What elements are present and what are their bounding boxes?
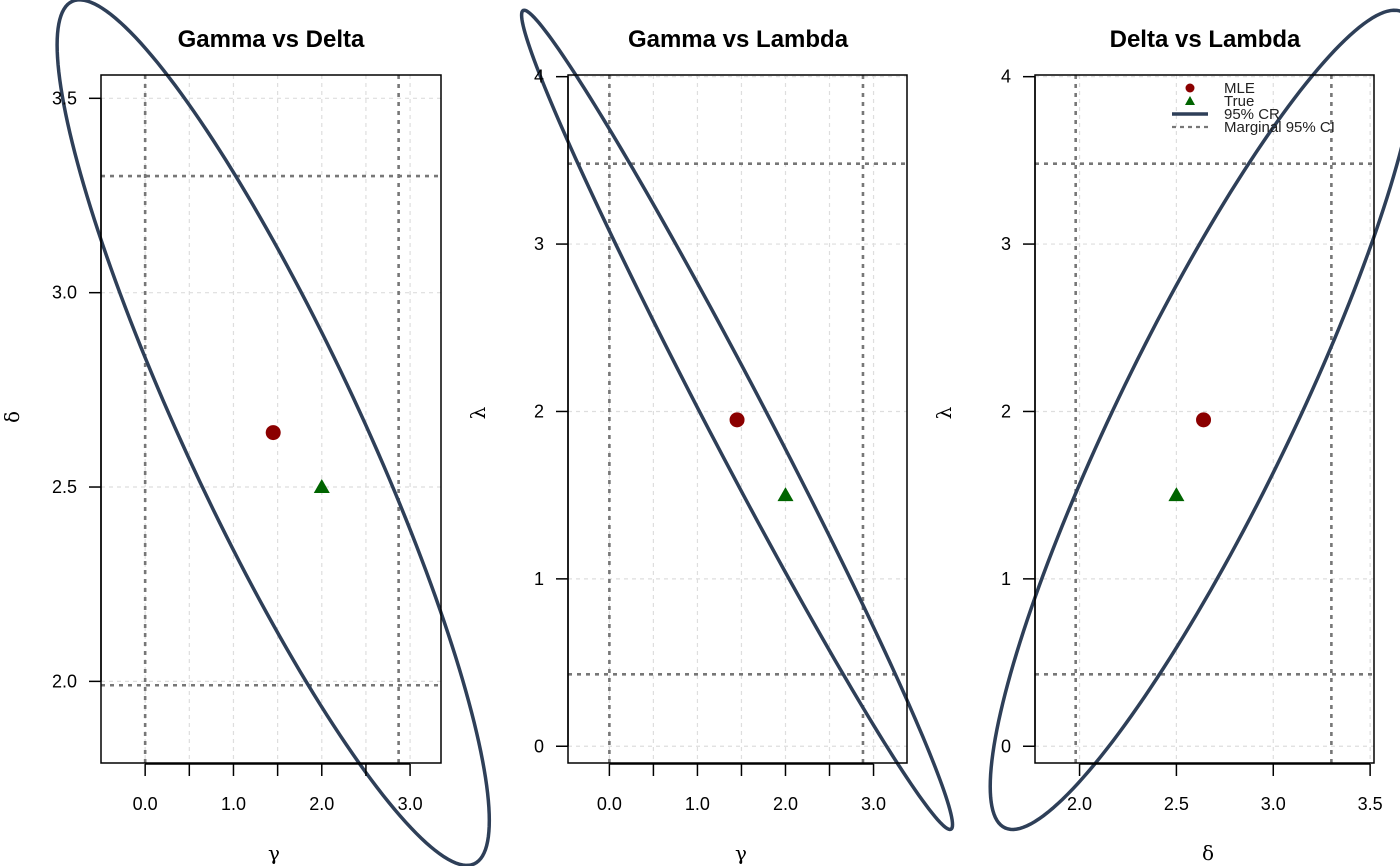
y-tick-label: 0 — [1001, 736, 1011, 756]
x-tick-label: 2.5 — [1164, 794, 1189, 814]
y-axis-label: λ — [932, 406, 956, 419]
x-axis-label: γ — [268, 841, 280, 865]
x-tick-label: 3.0 — [398, 794, 423, 814]
true-point — [313, 479, 330, 494]
mle-point — [729, 412, 745, 428]
panel-gamma-vs-lambda: Gamma vs Lambda γ λ 0.0 1.0 2.0 3.0 0 1 2 3 4 — [466, 8, 955, 865]
panel-title: Gamma vs Lambda — [628, 26, 849, 53]
x-tick-label: 0.0 — [597, 794, 622, 814]
legend-label: True — [1224, 93, 1254, 110]
confidence-region-95 — [519, 8, 955, 832]
x-axis-label: γ — [735, 841, 747, 865]
true-point — [1168, 487, 1185, 502]
panel-delta-vs-lambda: Delta vs Lambda δ λ 2.0 2.5 3.0 3.5 0 1 2 3 4 — [932, 8, 1400, 865]
y-axis-label: δ — [0, 411, 24, 423]
y-tick-label: 2.0 — [52, 671, 77, 691]
y-tick-label: 1 — [1001, 569, 1011, 589]
true-point — [777, 487, 794, 502]
x-tick-label: 1.0 — [221, 794, 246, 814]
x-tick-label: 2.0 — [1067, 794, 1092, 814]
legend-label: Marginal 95% CI — [1224, 119, 1335, 136]
x-tick-label: 3.0 — [861, 794, 886, 814]
mle-point — [1196, 412, 1212, 428]
x-tick-label: 2.0 — [309, 794, 334, 814]
x-tick-label: 3.0 — [1261, 794, 1286, 814]
y-tick-label: 1 — [534, 569, 544, 589]
panel-title: Delta vs Lambda — [1110, 26, 1301, 53]
panel-gamma-vs-delta: Gamma vs Delta γ δ 0.0 1.0 2.0 3.0 2.0 2.5 3.0… — [0, 0, 492, 866]
legend-label: MLE — [1224, 80, 1255, 97]
y-tick-label: 2 — [1001, 401, 1011, 421]
y-tick-label: 3.0 — [52, 283, 77, 303]
y-tick-label: 2 — [534, 401, 544, 421]
panel-title: Gamma vs Delta — [178, 26, 365, 53]
legend-true-symbol — [1185, 96, 1195, 105]
x-tick-label: 2.0 — [773, 794, 798, 814]
y-tick-label: 4 — [1001, 67, 1011, 87]
y-tick-label: 3 — [1001, 234, 1011, 254]
x-axis-label: δ — [1202, 841, 1214, 865]
legend-mle-symbol — [1185, 83, 1195, 93]
y-tick-label: 0 — [534, 736, 544, 756]
confidence-region-95 — [988, 8, 1400, 832]
y-axis-label: λ — [466, 406, 490, 419]
legend-label: 95% CR — [1224, 106, 1280, 123]
x-tick-label: 3.5 — [1358, 794, 1383, 814]
x-tick-label: 0.0 — [133, 794, 158, 814]
confidence-region-95 — [55, 0, 492, 866]
y-tick-label: 3.5 — [52, 88, 77, 108]
y-tick-label: 4 — [534, 67, 544, 87]
plot-frame — [100, 74, 442, 764]
x-tick-label: 1.0 — [685, 794, 710, 814]
y-tick-label: 3 — [534, 234, 544, 254]
y-tick-label: 2.5 — [52, 477, 77, 497]
mle-point — [265, 425, 281, 441]
